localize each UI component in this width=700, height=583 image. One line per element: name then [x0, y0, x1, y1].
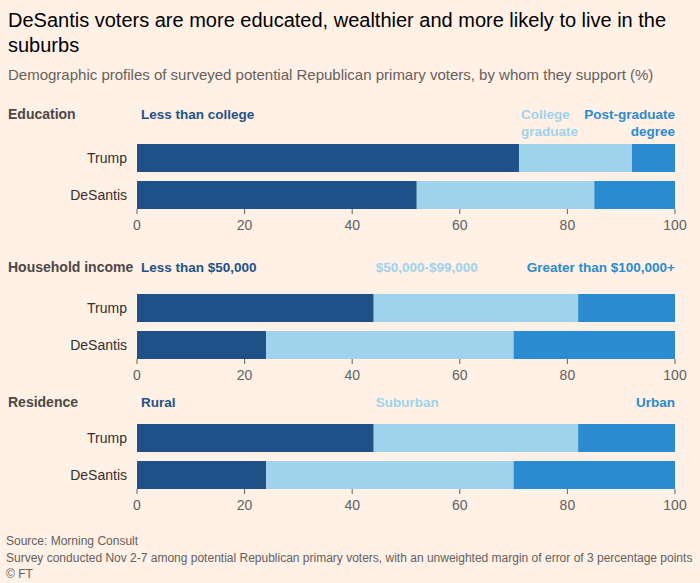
bar-segment — [266, 331, 513, 359]
legend-label: Post-graduate degree — [584, 107, 675, 139]
bars — [137, 294, 675, 359]
tick-mark — [352, 489, 353, 494]
tick-mark — [567, 359, 568, 364]
bar-segment — [374, 424, 578, 452]
bar-segment — [578, 294, 675, 322]
tick-label: 20 — [237, 217, 253, 233]
bars — [137, 144, 675, 209]
tick-label: 40 — [344, 497, 360, 513]
category-label: DeSantis — [70, 337, 127, 353]
tick-mark — [675, 209, 676, 214]
tick-mark — [352, 359, 353, 364]
tick-label: 100 — [663, 217, 687, 233]
tick-label: 60 — [452, 497, 468, 513]
tick-mark — [459, 359, 460, 364]
source: Source: Morning Consult — [6, 534, 139, 548]
category-label: Trump — [87, 150, 127, 166]
tick-label: 100 — [663, 367, 687, 383]
panel-title: Residence — [8, 394, 78, 410]
legend-label: Rural — [141, 395, 176, 410]
title-line: suburbs — [8, 34, 79, 56]
tick-mark — [675, 489, 676, 494]
bar-segment — [137, 144, 519, 172]
tick-mark — [244, 359, 245, 364]
bar-segment — [374, 294, 578, 322]
subtitle: Demographic profiles of surveyed potenti… — [8, 66, 653, 83]
bar-segment — [417, 181, 595, 209]
legend-label: Suburban — [376, 395, 439, 410]
bar-segment — [594, 181, 675, 209]
chart-canvas: DeSantis voters are more educated, wealt… — [0, 0, 700, 583]
tick-mark — [244, 209, 245, 214]
legend-label-line: degree — [631, 124, 676, 139]
legend-label: $50,000-$99,000 — [376, 260, 478, 275]
tick-mark — [459, 489, 460, 494]
tick-label: 0 — [133, 217, 141, 233]
tick-label: 80 — [560, 217, 576, 233]
panel-title: Education — [8, 106, 76, 122]
bar-segment — [137, 424, 374, 452]
tick-mark — [137, 359, 138, 364]
tick-label: 0 — [133, 497, 141, 513]
legend-label-line: graduate — [521, 124, 579, 139]
bar-segment — [137, 181, 417, 209]
category-label: DeSantis — [70, 467, 127, 483]
tick-mark — [459, 209, 460, 214]
panel: Residence Trump DeSantis 0 20 40 60 80 100 Rural S… — [8, 394, 687, 513]
background — [0, 0, 700, 583]
legend-label-line: Post-graduate — [584, 107, 675, 122]
legend-label: Less than $50,000 — [141, 260, 257, 275]
tick-label: 60 — [452, 367, 468, 383]
legend-label: Greater than $100,000+ — [527, 260, 675, 275]
tick-label: 20 — [237, 497, 253, 513]
tick-mark — [567, 489, 568, 494]
legend-label: College graduate — [521, 107, 579, 139]
tick-label: 40 — [344, 367, 360, 383]
category-label: Trump — [87, 300, 127, 316]
credit: © FT — [6, 567, 34, 581]
title: DeSantis voters are more educated, wealt… — [8, 9, 666, 56]
tick-label: 40 — [344, 217, 360, 233]
tick-label: 80 — [560, 497, 576, 513]
tick-mark — [567, 209, 568, 214]
bar-segment — [519, 144, 632, 172]
tick-mark — [137, 209, 138, 214]
legend-label-line: College — [521, 107, 570, 122]
tick-label: 0 — [133, 367, 141, 383]
bar-segment — [632, 144, 675, 172]
bar-segment — [578, 424, 675, 452]
bar-segment — [514, 461, 675, 489]
note: Survey conducted Nov 2-7 among potential… — [6, 551, 692, 565]
tick-mark — [244, 489, 245, 494]
bar-segment — [137, 294, 374, 322]
legend-label: Less than college — [141, 107, 255, 122]
tick-label: 80 — [560, 367, 576, 383]
panel: Education Trump DeSantis 0 20 40 60 80 100 Less t… — [8, 106, 687, 233]
tick-mark — [675, 359, 676, 364]
bar-segment — [137, 461, 266, 489]
category-label: Trump — [87, 430, 127, 446]
tick-mark — [137, 489, 138, 494]
tick-label: 20 — [237, 367, 253, 383]
category-label: DeSantis — [70, 187, 127, 203]
bar-segment — [137, 331, 266, 359]
legend-label: Urban — [636, 395, 675, 410]
panel-title: Household income — [8, 259, 133, 275]
bars — [137, 424, 675, 489]
title-line: DeSantis voters are more educated, wealt… — [8, 9, 666, 31]
tick-mark — [352, 209, 353, 214]
bar-segment — [514, 331, 675, 359]
panel: Household income Trump DeSantis 0 20 40 60 80 10… — [8, 259, 687, 383]
bar-segment — [266, 461, 513, 489]
tick-label: 60 — [452, 217, 468, 233]
tick-label: 100 — [663, 497, 687, 513]
